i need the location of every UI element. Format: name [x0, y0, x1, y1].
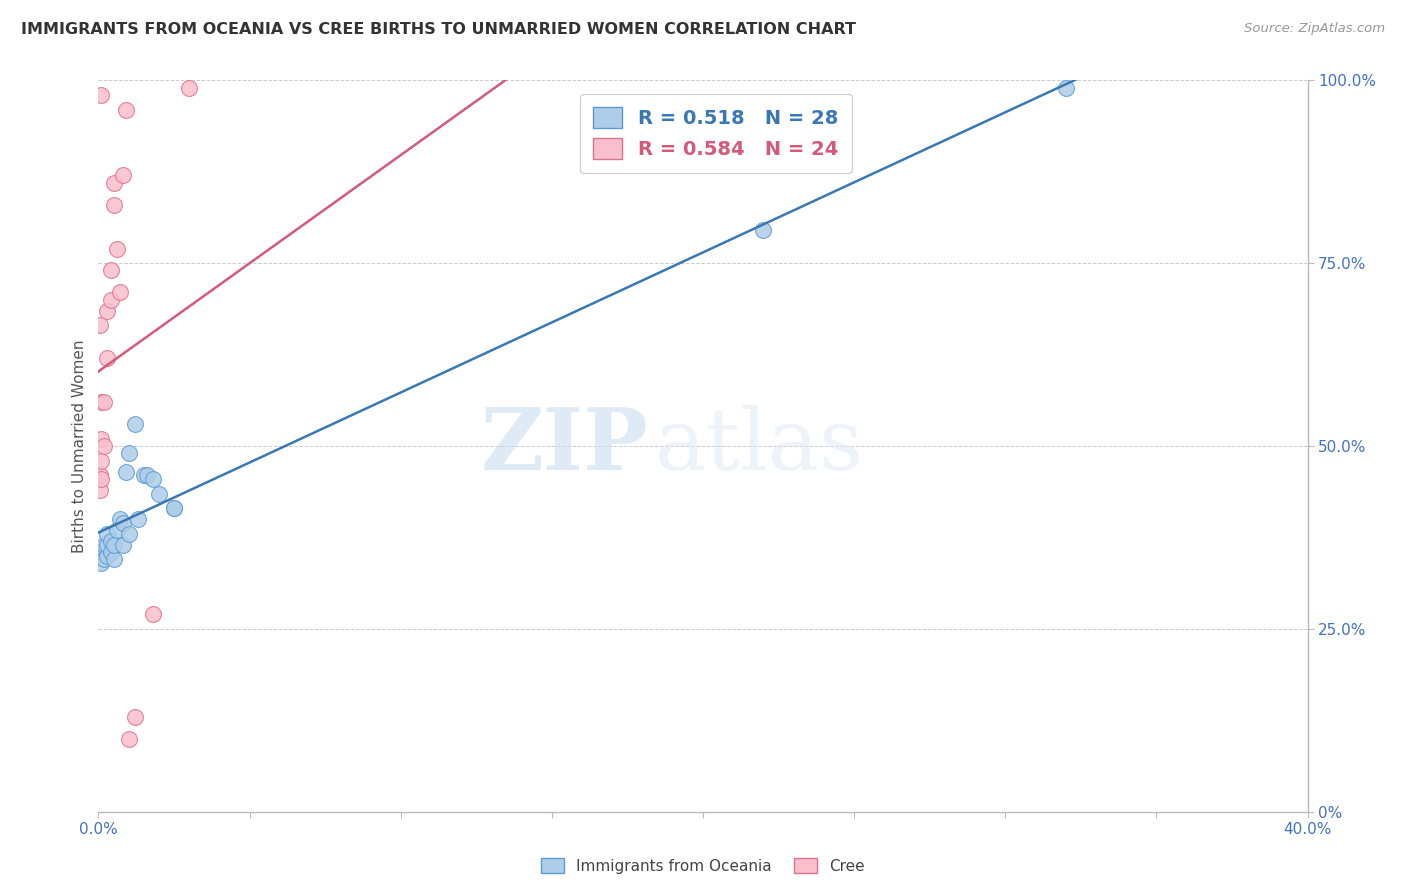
- Point: [100, 545, 122, 559]
- Point: [96, 303, 118, 318]
- Point: [93, 395, 115, 409]
- Point: [118, 446, 141, 460]
- Legend: R = 0.518   N = 28, R = 0.584   N = 24: R = 0.518 N = 28, R = 0.584 N = 24: [579, 94, 852, 173]
- Point: [89, 468, 111, 483]
- Point: [105, 523, 128, 537]
- Point: [96, 538, 118, 552]
- Text: Source: ZipAtlas.com: Source: ZipAtlas.com: [1244, 22, 1385, 36]
- Point: [89, 483, 111, 497]
- Point: [142, 607, 165, 622]
- Point: [89, 318, 111, 333]
- Point: [142, 472, 165, 486]
- Point: [100, 293, 122, 307]
- Point: [105, 242, 128, 256]
- Point: [90, 545, 112, 559]
- Point: [163, 501, 186, 516]
- Point: [179, 80, 201, 95]
- Point: [96, 549, 118, 563]
- Point: [90, 87, 112, 102]
- Text: ZIP: ZIP: [481, 404, 648, 488]
- Point: [90, 472, 112, 486]
- Point: [93, 538, 115, 552]
- Point: [124, 417, 146, 431]
- Point: [103, 552, 125, 566]
- Point: [1054, 80, 1077, 95]
- Text: IMMIGRANTS FROM OCEANIA VS CREE BIRTHS TO UNMARRIED WOMEN CORRELATION CHART: IMMIGRANTS FROM OCEANIA VS CREE BIRTHS T…: [21, 22, 856, 37]
- Point: [111, 516, 134, 530]
- Text: atlas: atlas: [655, 404, 863, 488]
- Point: [90, 556, 112, 570]
- Point: [148, 486, 170, 500]
- Point: [111, 169, 134, 183]
- Y-axis label: Births to Unmarried Women: Births to Unmarried Women: [72, 339, 87, 553]
- Point: [100, 263, 122, 277]
- Point: [93, 552, 115, 566]
- Point: [118, 526, 141, 541]
- Point: [90, 453, 112, 467]
- Point: [103, 176, 125, 190]
- Point: [132, 468, 155, 483]
- Point: [93, 439, 115, 453]
- Point: [108, 512, 131, 526]
- Point: [114, 103, 136, 117]
- Point: [90, 432, 112, 446]
- Point: [103, 538, 125, 552]
- Point: [127, 512, 149, 526]
- Legend: Immigrants from Oceania, Cree: Immigrants from Oceania, Cree: [534, 852, 872, 880]
- Point: [752, 223, 775, 237]
- Point: [103, 197, 125, 211]
- Point: [135, 468, 157, 483]
- Point: [124, 709, 146, 723]
- Point: [108, 285, 131, 300]
- Point: [96, 526, 118, 541]
- Point: [163, 501, 186, 516]
- Point: [90, 395, 112, 409]
- Point: [96, 351, 118, 366]
- Point: [111, 538, 134, 552]
- Point: [118, 731, 141, 746]
- Point: [114, 465, 136, 479]
- Point: [100, 534, 122, 549]
